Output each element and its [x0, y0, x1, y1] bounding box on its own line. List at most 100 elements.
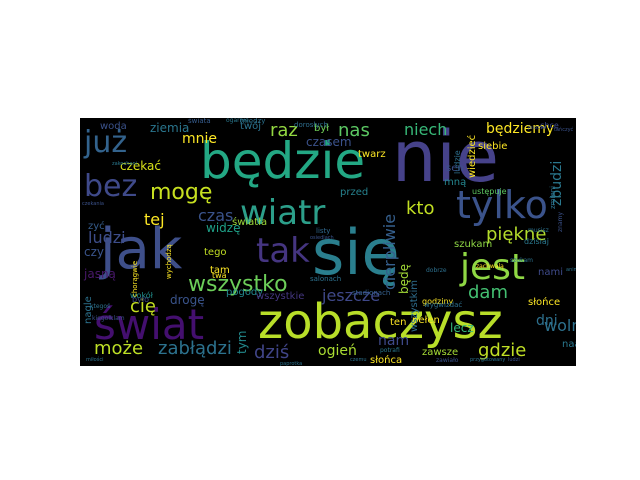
cloud-word: paprotka [280, 361, 303, 367]
cloud-word: gdzie [478, 340, 527, 361]
cloud-word: ludzi [508, 357, 520, 363]
cloud-word: przed [340, 187, 369, 198]
cloud-word: między [240, 118, 266, 125]
cloud-word: drogę [170, 293, 205, 307]
cloud-word: salonach [310, 275, 342, 283]
cloud-word: mnie [182, 131, 218, 147]
cloud-word: jeszcze [528, 125, 547, 131]
cloud-word: kiegolklam [92, 315, 125, 322]
cloud-word: nami [538, 267, 563, 278]
cloud-word: ziemia [150, 121, 190, 135]
cloud-word: cierpliwie [380, 213, 399, 290]
cloud-word: siebie [478, 141, 508, 152]
cloud-word: wszystko [188, 272, 288, 297]
cloud-word: będzie [200, 132, 366, 190]
cloud-word: było [132, 295, 149, 304]
cloud-word: czekać [120, 159, 161, 173]
cloud-word: szukam [454, 239, 493, 250]
cloud-word: ustępuje [472, 187, 507, 196]
cloud-word: osiedlach [310, 235, 334, 241]
cloud-word: zawiało [436, 357, 459, 364]
cloud-word: światła [232, 217, 268, 228]
cloud-word: woda [100, 121, 127, 132]
cloud-word: mogę [150, 180, 213, 205]
cloud-word: wychodzą [165, 244, 173, 279]
cloud-word: niech [404, 120, 448, 139]
cloud-word: twa [212, 271, 227, 280]
cloud-word: słońce [528, 297, 561, 308]
cloud-word: godziny [422, 297, 454, 306]
cloud-word: czekania [82, 201, 104, 207]
cloud-word: zobaczysz [258, 294, 503, 350]
cloud-word: twój [240, 121, 261, 132]
cloud-word: dziś [254, 342, 290, 363]
cloud-word: czas [198, 206, 234, 225]
cloud-word: pełen [412, 315, 440, 326]
cloud-word: ogień [318, 343, 357, 359]
cloud-word: nie [392, 118, 499, 198]
cloud-word: dorosłych [294, 121, 328, 129]
cloud-word: słońca [370, 355, 403, 366]
cloud-word: jasną [84, 267, 116, 281]
cloud-word: jak [100, 217, 183, 282]
cloud-word: dam [468, 282, 508, 303]
cloud-word: tym [235, 330, 249, 355]
cloud-word: potrafi [380, 347, 400, 354]
cloud-word: listy [316, 227, 331, 235]
cloud-word: sen [446, 163, 464, 174]
cloud-word: ktegoś [90, 303, 111, 310]
cloud-word: szukam [510, 257, 533, 264]
cloud-word: był [314, 123, 330, 134]
cloud-word: wiedzieć [467, 134, 478, 178]
cloud-word: się [312, 216, 400, 289]
cloud-word: zyć [88, 221, 105, 232]
cloud-word: stadionach [352, 289, 391, 297]
cloud-word: znamy [557, 211, 564, 232]
cloud-word: tej [144, 210, 165, 229]
cloud-word: nam [378, 333, 410, 349]
cloud-word: świat [94, 300, 205, 349]
cloud-word: tylko [456, 183, 548, 227]
cloud-word: zawsze [422, 347, 459, 358]
cloud-word: musisz [528, 227, 549, 234]
cloud-word: kto [406, 198, 435, 219]
cloud-word: bez [84, 169, 138, 204]
cloud-word: twarz [358, 149, 386, 160]
cloud-word: anim [566, 267, 576, 273]
cloud-word: wokół [130, 291, 153, 300]
cloud-word: naa [562, 339, 576, 350]
cloud-word: cię [130, 296, 156, 317]
cloud-word: dzisiaj [524, 237, 550, 246]
cloud-word: zachwalą [476, 263, 504, 270]
cloud-word: ten [390, 317, 407, 328]
cloud-word: wiatr [240, 193, 326, 233]
cloud-word: zakochani [112, 161, 138, 167]
cloud-word: zabłądzi [158, 338, 232, 359]
cloud-word: nas [338, 120, 370, 141]
cloud-word: już [84, 125, 128, 160]
cloud-word: tańczyć [554, 127, 574, 133]
cloud-word: miłości [86, 357, 104, 363]
cloud-word: tak [256, 231, 310, 271]
cloud-word: dobrze [426, 267, 447, 274]
cloud-word: wolny [544, 316, 576, 335]
cloud-word: czemu [350, 357, 367, 363]
cloud-word: czasem [306, 135, 352, 149]
cloud-word: ludzi [88, 228, 126, 247]
cloud-word: pogody [226, 287, 264, 298]
cloud-word: dni [536, 313, 558, 329]
cloud-word: chorągwie [131, 260, 139, 297]
cloud-word: będziemy [486, 121, 555, 137]
cloud-word: czy [84, 245, 104, 259]
cloud-word: piękne [486, 224, 547, 245]
cloud-word: raz [270, 120, 298, 141]
word-cloud-image: nie się jak będzie zobaczysz świat wiatr tylko t… [80, 118, 576, 366]
cloud-word: może [94, 338, 144, 359]
cloud-word: jest [460, 247, 526, 288]
cloud-word: lecz [450, 321, 474, 335]
cloud-word: mną [444, 177, 467, 188]
cloud-word: chcę [540, 121, 559, 130]
cloud-word: widzę [206, 221, 241, 235]
cloud-word: tam [210, 265, 230, 276]
cloud-word: jeszcze [322, 286, 381, 305]
